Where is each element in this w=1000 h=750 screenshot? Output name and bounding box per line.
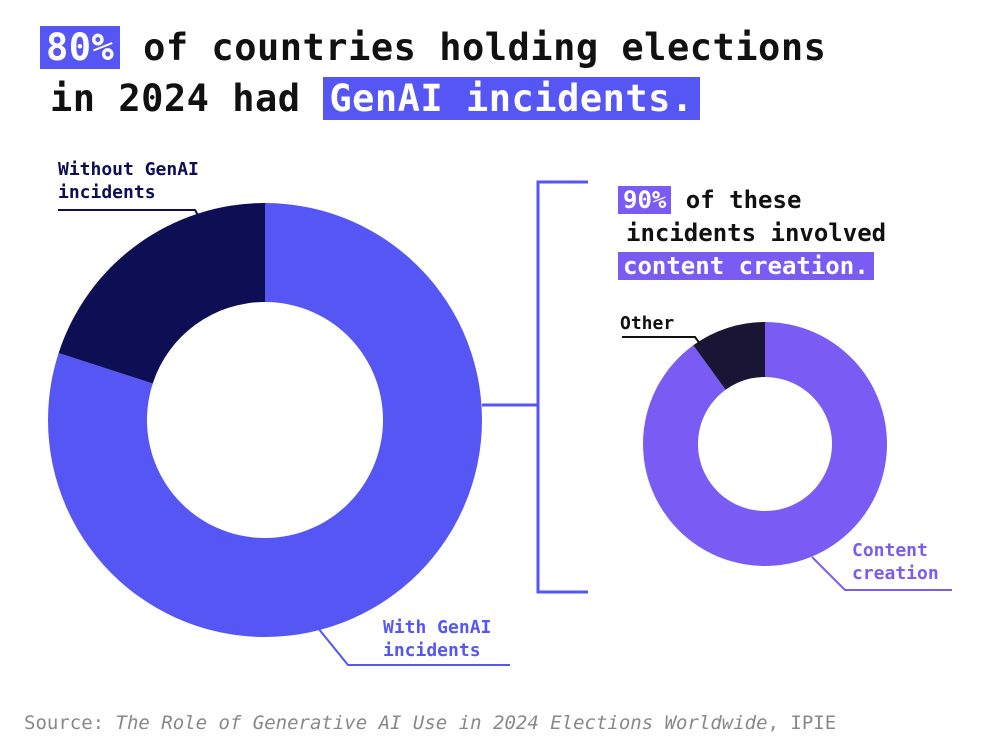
subheadline: 90% of these incidents involved content … (618, 184, 886, 283)
label-line: Without GenAI (58, 159, 199, 180)
donut-countries (47, 203, 482, 637)
leader-without (58, 209, 203, 223)
donut-slice-without-genai-incidents (58, 203, 266, 384)
label-line: Other (620, 313, 675, 334)
donut-slice-with-genai-incidents (47, 203, 482, 637)
label-content-creation: Content creation (852, 539, 939, 585)
subheadline-text-2: incidents involved (626, 219, 887, 247)
subheadline-highlight-content: content creation. (618, 252, 874, 280)
headline: 80% of countries holding elections in 20… (40, 22, 826, 124)
label-line: With GenAI (383, 617, 492, 638)
headline-text-1: of countries holding elections (120, 26, 827, 69)
donut-incident-types (642, 322, 887, 566)
source-title: The Role of Generative AI Use in 2024 El… (115, 712, 768, 734)
leader-content (811, 556, 952, 591)
label-with-genai: With GenAI incidents (383, 616, 491, 662)
subheadline-text-1: of these (671, 186, 802, 214)
source-suffix: , IPIE (767, 712, 837, 734)
donut-slice-other (693, 322, 765, 390)
label-other: Other (620, 312, 674, 335)
label-without-genai: Without GenAI incidents (58, 158, 199, 204)
subheadline-highlight-percent: 90% (618, 186, 672, 214)
headline-highlight-genai: GenAI incidents. (323, 77, 700, 120)
label-line: creation (852, 563, 939, 584)
label-line: incidents (383, 640, 481, 661)
leader-with (317, 627, 510, 666)
label-line: Content (852, 540, 928, 561)
leader-other (622, 336, 701, 345)
donut-slice-content-creation (642, 322, 887, 566)
headline-text-2: in 2024 had (50, 77, 324, 120)
source-prefix: Source: (24, 712, 116, 734)
label-line: incidents (58, 182, 156, 203)
bracket-connector (482, 180, 588, 594)
source-note: Source: The Role of Generative AI Use in… (24, 712, 836, 734)
headline-highlight-percent: 80% (40, 26, 121, 69)
